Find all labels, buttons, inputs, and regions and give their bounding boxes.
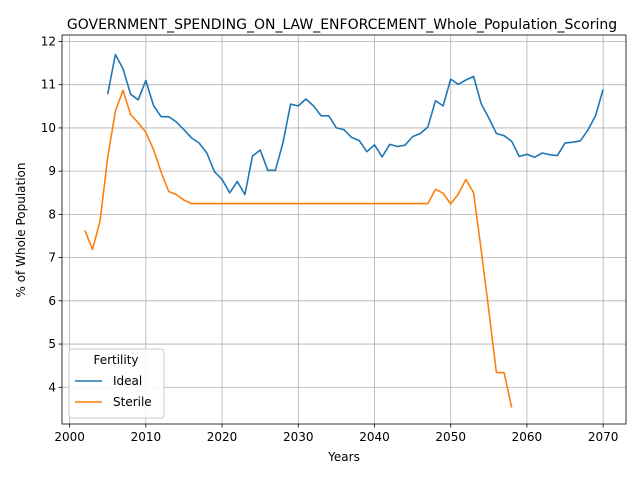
- legend-label-sterile: Sterile: [113, 395, 152, 409]
- y-tick-label: 5: [48, 337, 56, 351]
- y-tick-label: 10: [41, 121, 56, 135]
- x-axis: 2000 2010 2020 2030 2040 2050 2060 2070: [54, 424, 618, 444]
- y-axis-label: % of Whole Population: [14, 163, 28, 298]
- x-tick-label: 2060: [512, 430, 543, 444]
- legend-title: Fertility: [93, 353, 138, 367]
- y-tick-label: 11: [41, 78, 56, 92]
- y-tick-label: 7: [48, 251, 56, 265]
- x-tick-label: 2000: [54, 430, 85, 444]
- x-tick-label: 2020: [207, 430, 238, 444]
- plot-area-frame: [61, 34, 627, 425]
- x-tick-label: 2040: [359, 430, 390, 444]
- chart-title: GOVERNMENT_SPENDING_ON_LAW_ENFORCEMENT_W…: [67, 17, 617, 33]
- series-line-ideal: [106, 53, 604, 196]
- series-layer: [84, 53, 604, 408]
- y-tick-label: 6: [48, 294, 56, 308]
- y-tick-label: 8: [48, 207, 56, 221]
- x-tick-label: 2050: [435, 430, 466, 444]
- x-tick-label: 2010: [131, 430, 162, 444]
- x-axis-label: Years: [327, 450, 360, 464]
- legend: Fertility Ideal Sterile: [68, 348, 165, 419]
- y-tick-label: 12: [41, 34, 56, 48]
- legend-label-ideal: Ideal: [113, 374, 142, 388]
- y-tick-label: 9: [48, 164, 56, 178]
- y-tick-label: 4: [48, 380, 56, 394]
- y-axis: 4 5 6 7 8 9 10 11 12: [41, 34, 62, 394]
- x-tick-label: 2070: [588, 430, 619, 444]
- legend-box: [68, 348, 165, 419]
- series-line-sterile: [84, 89, 513, 408]
- x-tick-label: 2030: [283, 430, 314, 444]
